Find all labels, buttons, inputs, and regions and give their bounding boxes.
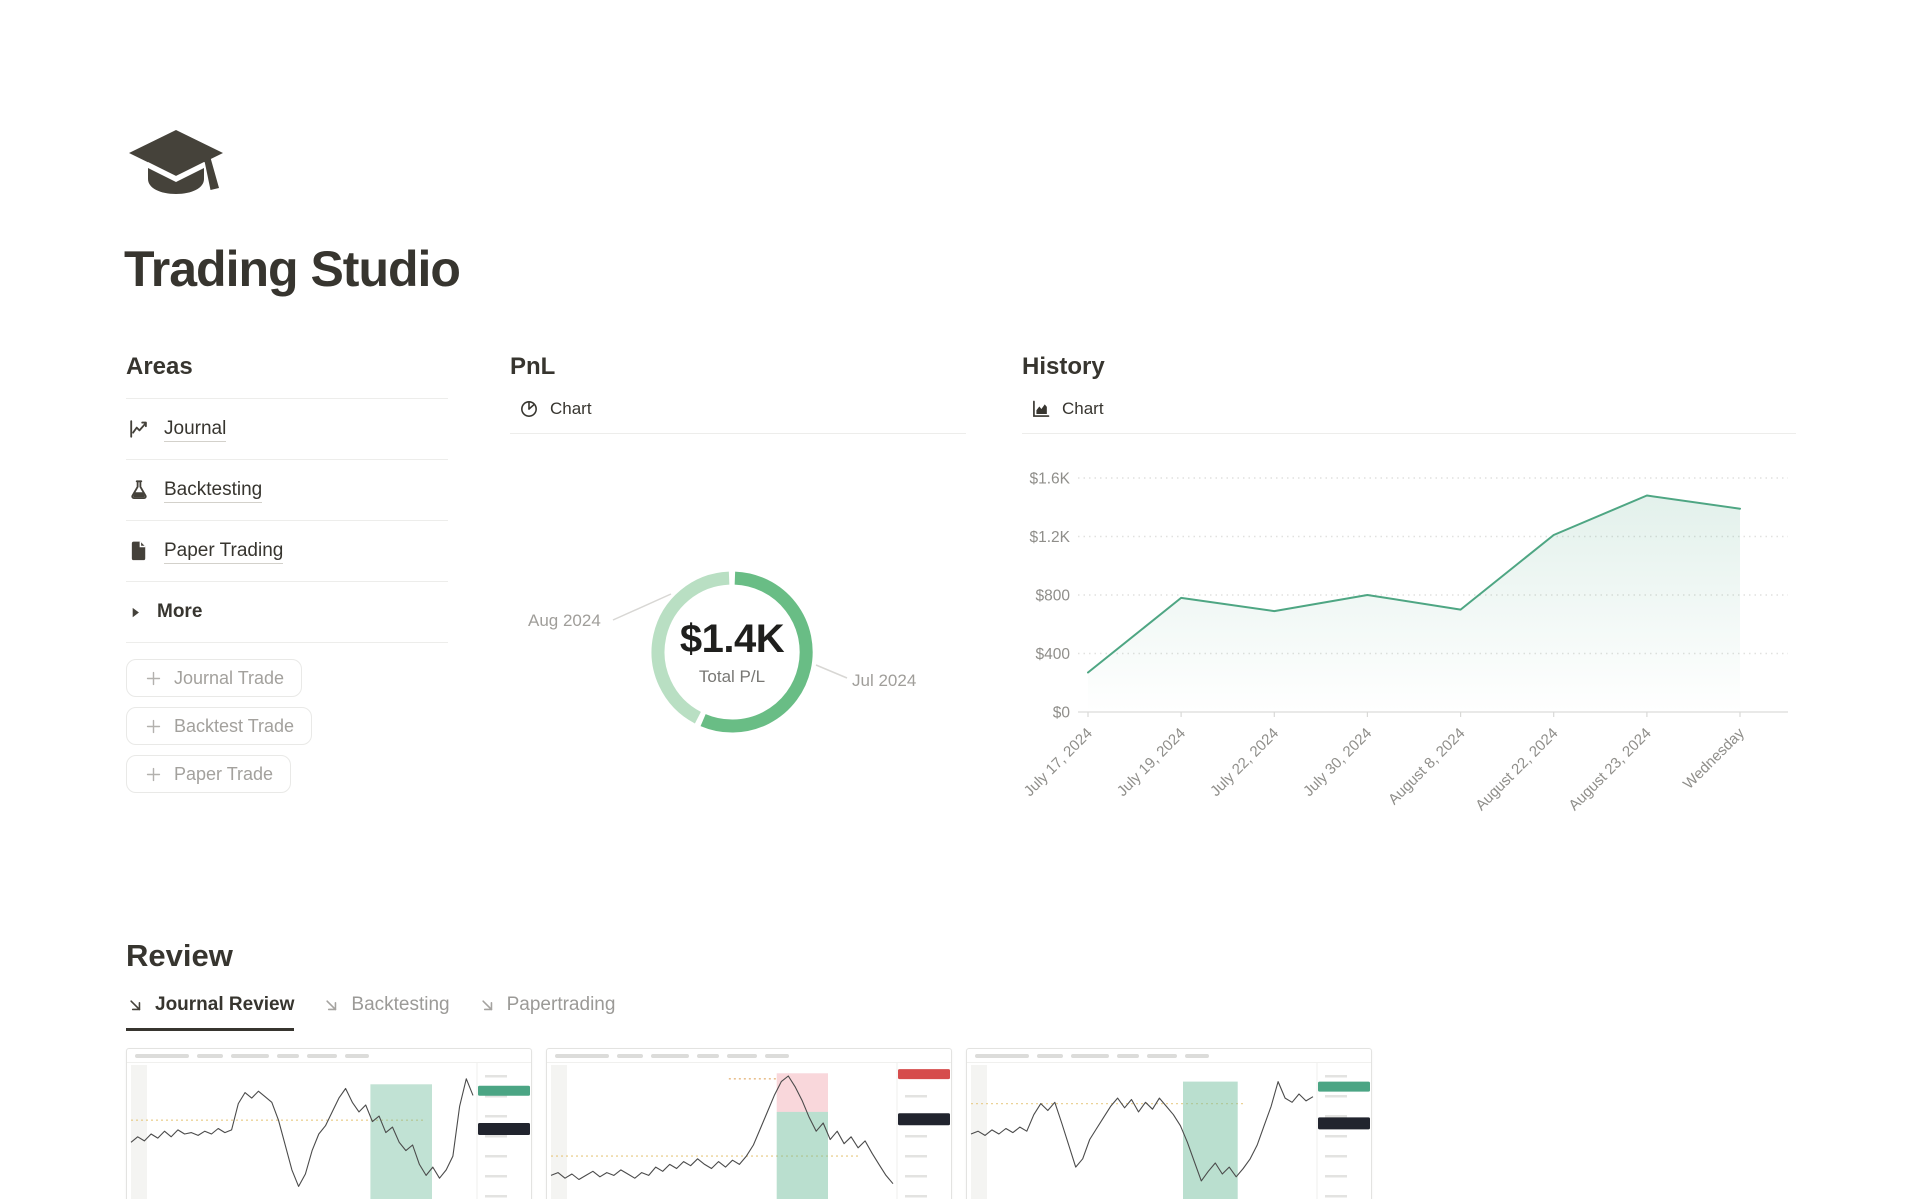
svg-text:July 30, 2024: July 30, 2024 [1300,725,1375,800]
review-tab-label: Papertrading [506,994,616,1015]
review-section: Review Journal Review Backtesting Papertra… [126,938,1786,1199]
areas-item-paper-trading[interactable]: Paper Trading [126,521,448,582]
areas-item-label: More [157,601,203,622]
areas-section: Areas Journal Backtesting Paper Trading Mor… [126,352,448,803]
areas-item-journal[interactable]: Journal [126,399,448,460]
svg-text:August 23, 2024: August 23, 2024 [1565,725,1654,814]
review-gallery [126,1048,1786,1199]
svg-text:August 8, 2024: August 8, 2024 [1385,725,1468,808]
trade-chart-thumbnail-svg [547,1054,951,1199]
plus-icon [144,669,163,688]
button-label: Backtest Trade [174,715,295,736]
button-label: Journal Trade [174,667,285,688]
review-heading: Review [126,938,233,973]
review-tab-papertrading[interactable]: Papertrading [478,994,616,1031]
history-chart-view-tab-label: Chart [1062,399,1104,418]
history-line-chart-svg: $0 $400 $800 $1.2K $1.6K July 17, 2024 July 19… [1021,471,1788,814]
trade-chart-thumbnail-svg [967,1054,1371,1199]
svg-text:Wednesday: Wednesday [1680,724,1748,792]
svg-text:$400: $400 [1036,646,1071,663]
trade-chart-thumbnail-svg [127,1054,531,1199]
triangle-right-icon [128,605,143,620]
area-chart-icon [1031,399,1051,419]
review-tab-backtesting[interactable]: Backtesting [322,994,450,1031]
review-tab-label: Backtesting [351,994,450,1015]
areas-item-label: Backtesting [164,478,263,503]
document-icon [128,540,150,562]
svg-text:$0: $0 [1053,705,1071,722]
line-chart-icon [128,418,150,440]
review-tab-journal-review[interactable]: Journal Review [126,994,295,1031]
plus-icon [144,717,163,736]
history-heading: History [1022,353,1105,380]
areas-heading: Areas [126,353,193,380]
history-section: History Chart $0 $400 $800 $1.2K $1.6K July 1… [1021,352,1796,825]
arrow-down-right-icon [322,996,341,1015]
pnl-chart-view-tab[interactable]: Chart [510,397,966,434]
areas-quick-buttons: Journal Trade Backtest Trade Paper Trade [126,659,448,793]
journal-review-chart-3[interactable] [966,1048,1372,1199]
donut-slice-label-jul-2024: Jul 2024 [852,671,917,690]
button-label: Paper Trade [174,763,274,784]
svg-text:July 17, 2024: July 17, 2024 [1022,725,1096,800]
journal-review-chart-2[interactable] [546,1048,952,1199]
history-line-chart: $0 $400 $800 $1.2K $1.6K July 17, 2024 July 19… [1021,455,1796,825]
flask-icon [128,479,150,501]
paper-trade-button[interactable]: Paper Trade [126,755,292,793]
svg-text:$1.2K: $1.2K [1029,529,1070,546]
pnl-donut-svg [612,571,848,733]
pie-chart-icon [519,399,539,419]
areas-item-label: Paper Trading [164,539,284,564]
page-title: Trading Studio [124,241,461,297]
backtest-trade-button[interactable]: Backtest Trade [126,707,313,745]
donut-slice-label-aug-2024: Aug 2024 [528,611,601,630]
arrow-down-right-icon [126,996,145,1015]
review-tabs: Journal Review Backtesting Papertrading [126,994,1786,1031]
history-chart-view-tab[interactable]: Chart [1022,397,1796,434]
svg-text:August 22, 2024: August 22, 2024 [1472,725,1561,814]
arrow-down-right-icon [478,996,497,1015]
svg-text:July 22, 2024: July 22, 2024 [1207,725,1282,800]
journal-review-chart-1[interactable] [126,1048,532,1199]
pnl-heading: PnL [510,353,556,380]
svg-text:$1.6K: $1.6K [1029,471,1070,488]
areas-list: Journal Backtesting Paper Trading More [126,398,448,643]
plus-icon [144,765,163,784]
journal-trade-button[interactable]: Journal Trade [126,659,303,697]
svg-text:July 19, 2024: July 19, 2024 [1114,725,1189,800]
pnl-chart-view-tab-label: Chart [550,399,592,418]
areas-item-label: Journal [164,417,227,442]
pnl-donut-chart: $1.4K Total P/L Aug 2024 Jul 2024 [510,465,966,765]
areas-item-backtesting[interactable]: Backtesting [126,460,448,521]
review-tab-label: Journal Review [155,994,295,1015]
areas-item-more[interactable]: More [126,582,448,643]
pnl-section: PnL Chart $1.4K Total P/L Aug 2024 Jul 2… [510,352,966,765]
svg-text:$800: $800 [1036,588,1071,605]
graduation-cap-icon[interactable] [128,128,224,214]
